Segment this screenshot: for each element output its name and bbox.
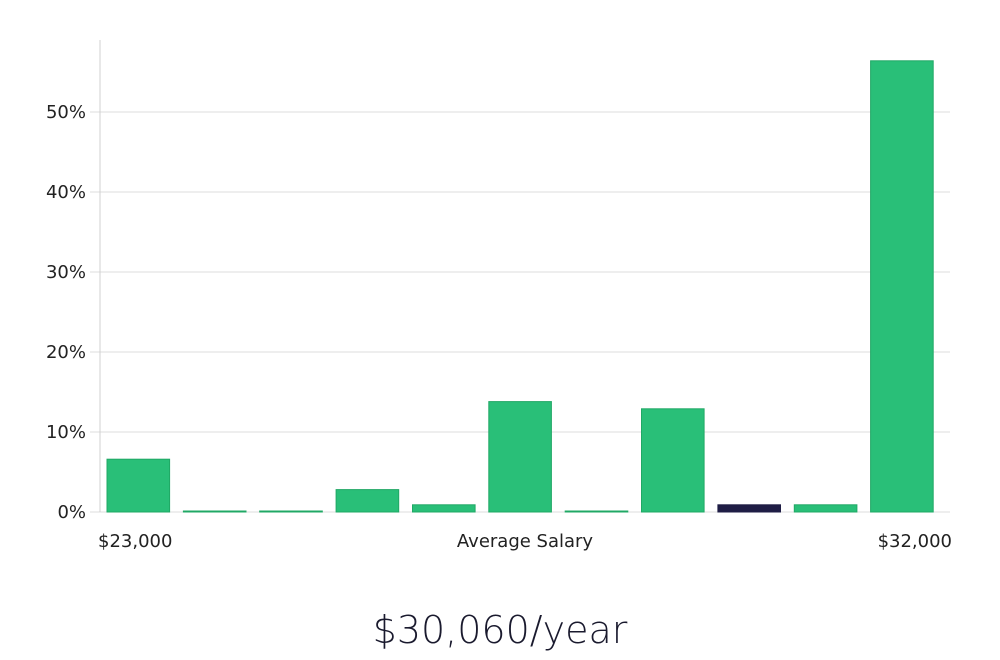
average-salary-headline: $30,060/year: [372, 608, 628, 652]
bar: [412, 504, 476, 513]
salary-histogram: 0% 10% 20% 30% 40% 50% $23,000 Average Salary…: [46, 40, 952, 552]
bars: [106, 60, 934, 513]
x-axis-title: Average Salary: [457, 531, 594, 552]
y-tick-label: 40%: [46, 182, 86, 203]
y-tick-label: 30%: [46, 262, 86, 283]
x-end-label: $32,000: [878, 531, 952, 552]
y-axis-ticks: 0% 10% 20% 30% 40% 50%: [46, 102, 86, 523]
bar: [641, 408, 705, 513]
y-tick-label: 50%: [46, 102, 86, 123]
bar: [259, 510, 323, 513]
bar-highlighted: [717, 504, 782, 513]
bar: [870, 60, 934, 513]
y-tick-label: 0%: [57, 502, 86, 523]
bar: [488, 401, 552, 513]
x-start-label: $23,000: [98, 531, 172, 552]
bar: [793, 504, 858, 513]
bar: [182, 510, 247, 513]
bar: [106, 458, 171, 513]
bar: [335, 489, 400, 513]
y-tick-label: 20%: [46, 342, 86, 363]
bar: [564, 510, 629, 513]
y-tick-label: 10%: [46, 422, 86, 443]
